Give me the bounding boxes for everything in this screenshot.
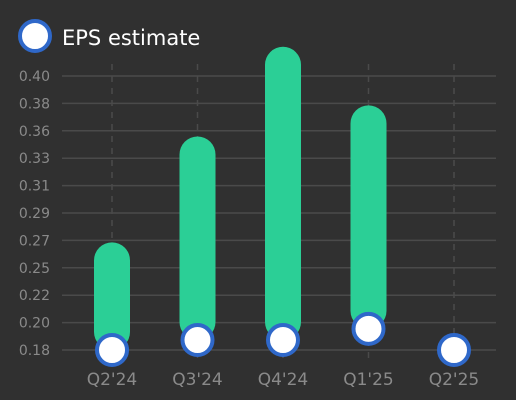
x-axis-ticks: Q2'24 Q3'24 Q4'24 Q1'25 Q2'25 <box>87 370 480 390</box>
y-tick-label: 0.31 <box>19 179 50 195</box>
y-tick-label: 0.38 <box>19 96 50 112</box>
eps-bar <box>265 46 301 341</box>
eps-estimate-marker <box>266 323 300 358</box>
y-tick-label: 0.25 <box>19 261 50 277</box>
eps-estimate-marker <box>437 333 471 367</box>
legend-label: EPS estimate <box>62 26 200 50</box>
y-tick-label: 0.33 <box>19 151 50 167</box>
legend: EPS estimate <box>18 19 200 53</box>
eps-bar <box>94 242 130 350</box>
eps-estimate-marker <box>180 323 215 358</box>
eps-bar <box>179 136 216 341</box>
y-axis-ticks: 0.18 0.20 0.22 0.25 0.27 0.29 0.31 0.33 0.36 0.38… <box>19 69 50 359</box>
eps-estimate-marker <box>95 333 129 367</box>
y-tick-label: 0.29 <box>19 206 50 222</box>
x-tick-label: Q3'24 <box>172 370 223 390</box>
x-tick-label: Q1'25 <box>343 370 394 390</box>
x-tick-label: Q2'25 <box>429 370 480 390</box>
eps-estimate-marker <box>351 311 386 346</box>
y-tick-label: 0.22 <box>19 288 50 304</box>
x-tick-label: Q2'24 <box>87 370 138 390</box>
eps-bar <box>350 105 387 329</box>
x-tick-label: Q4'24 <box>258 370 309 390</box>
y-tick-label: 0.27 <box>19 233 50 249</box>
y-tick-label: 0.18 <box>19 343 50 359</box>
y-tick-label: 0.40 <box>19 69 50 85</box>
legend-marker-icon <box>18 19 52 53</box>
y-tick-label: 0.20 <box>19 316 50 332</box>
estimate-markers <box>95 311 471 367</box>
y-tick-label: 0.36 <box>19 124 50 140</box>
bars <box>94 46 387 350</box>
